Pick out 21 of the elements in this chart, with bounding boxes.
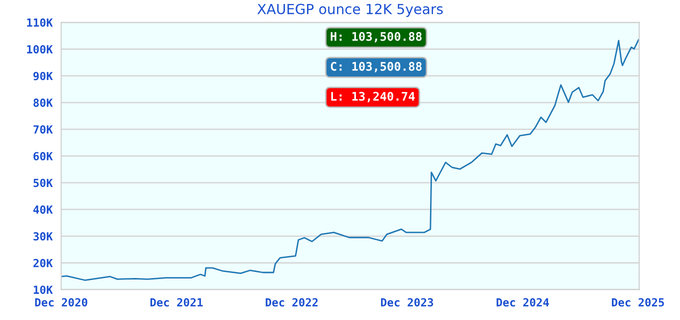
x-tick-label: Dec 2025 [612,298,664,307]
x-tick-label: Dec 2022 [266,298,318,307]
annotation: C: 103,500.88 [330,62,422,72]
x-tick-label: Dec 2020 [35,298,88,307]
y-tick-label: 40K [33,205,53,214]
x-tick-label: Dec 2024 [496,298,549,307]
annotation: L: 13,240.74 [331,92,415,102]
y-tick-label: 90K [33,72,53,80]
y-tick-label: 30K [33,232,53,241]
x-tick-label: Dec 2021 [150,298,203,307]
y-tick-label: 20K [33,258,53,268]
y-tick-label: 50K [34,178,53,188]
y-tick-label: 100K [27,45,53,54]
y-tick-label: 80K [34,98,53,107]
x-tick-label: Dec 2023 [381,298,434,307]
y-tick-label: 10K [34,286,53,294]
chart-title: XAUEGP ounce 12K 5years [257,4,443,17]
y-tick-label: 60K [34,152,53,160]
annotation: H: 103,500.88 [330,32,422,42]
y-tick-label: 110K [27,18,53,27]
y-tick-label: 70K [34,125,53,134]
